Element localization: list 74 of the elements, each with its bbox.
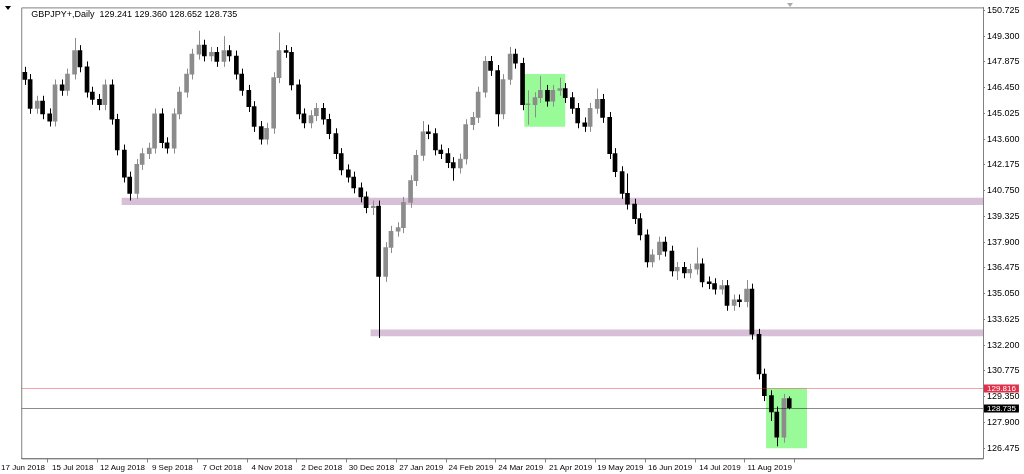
y-tick-label: 126.475 [987, 443, 1020, 454]
candlestick [234, 50, 239, 80]
x-tick-label: 12 Aug 2018 [100, 463, 146, 473]
candlestick [650, 248, 655, 268]
y-tick-label: 136.475 [987, 262, 1020, 273]
candlestick [550, 84, 556, 108]
candlestick [594, 88, 600, 115]
x-tick-label: 11 Aug 2019 [747, 463, 793, 473]
x-tick-label: 16 Jun 2019 [648, 463, 693, 473]
y-tick-label: 135.050 [987, 288, 1020, 299]
x-tick-label: 9 Sep 2018 [151, 463, 194, 473]
candlestick [433, 127, 438, 156]
candlestick [513, 48, 518, 70]
candlestick [90, 86, 95, 106]
candlestick [40, 95, 45, 120]
ref-line-label: 128.735 [987, 403, 1017, 413]
x-tick-label: 4 Nov 2018 [251, 463, 293, 473]
candlestick [264, 122, 269, 146]
y-tick-label: 137.900 [987, 236, 1020, 247]
candlestick [239, 68, 245, 97]
candlestick [202, 39, 207, 62]
x-tick-label: 24 Feb 2019 [448, 463, 495, 473]
y-tick-label: 143.600 [987, 133, 1020, 144]
y-tick-label: 142.175 [987, 159, 1020, 170]
y-tick-label: 145.025 [987, 107, 1020, 118]
x-tick-label: 30 Dec 2018 [348, 463, 395, 473]
x-tick-label: 14 Jul 2019 [699, 463, 742, 473]
candlestick [744, 279, 749, 308]
candlestick [214, 46, 220, 68]
candlestick [102, 79, 108, 111]
candlestick [562, 82, 568, 104]
x-tick-label: 21 Apr 2019 [548, 463, 593, 473]
candlestick [674, 261, 680, 281]
candlestick [769, 389, 774, 422]
x-tick-label: 17 Jun 2018 [1, 463, 46, 473]
candlestick [488, 55, 493, 77]
candlestick [525, 89, 531, 126]
y-tick-label: 140.750 [987, 185, 1020, 196]
x-tick-label: 2 Dec 2018 [301, 463, 343, 473]
candlestick [657, 236, 662, 261]
candlestick [47, 107, 53, 127]
candlestick [351, 171, 357, 194]
y-tick-label: 149.300 [987, 30, 1020, 41]
x-tick-label: 19 May 2019 [597, 463, 645, 473]
y-tick-label: 150.725 [987, 4, 1020, 15]
candlestick [557, 77, 563, 97]
y-tick-label: 127.900 [987, 417, 1020, 428]
x-tick-label: 15 Jul 2018 [52, 463, 95, 473]
x-tick-label: 27 Jan 2019 [399, 463, 444, 473]
candlestick [762, 368, 767, 402]
x-tick-label: 24 Mar 2019 [498, 463, 544, 473]
candlestick [545, 84, 550, 108]
candlestick [346, 163, 351, 183]
candlestick [184, 68, 189, 99]
candlestick [458, 153, 463, 174]
candlestick [65, 68, 70, 97]
candlestick [694, 247, 700, 276]
y-tick-label: 129.350 [987, 391, 1020, 402]
x-tick-label: 7 Oct 2018 [202, 463, 243, 473]
candlestick [600, 93, 605, 124]
y-tick-label: 130.775 [987, 365, 1020, 376]
candlestick [358, 181, 364, 203]
candlestick [127, 171, 133, 202]
candlestick [450, 156, 456, 182]
y-tick-label: 139.325 [987, 210, 1020, 221]
y-tick-label: 132.200 [987, 339, 1020, 350]
candlestick [662, 236, 668, 258]
candlestick [34, 95, 40, 115]
candlestick [258, 120, 264, 146]
ref-line-label: 129.816 [987, 383, 1017, 393]
y-tick-label: 147.875 [987, 56, 1020, 67]
y-tick-label: 146.450 [987, 82, 1020, 93]
chart-title: GBPJPY+,Daily 129.241 129.360 128.652 128.735 [31, 8, 238, 19]
y-tick-label: 133.625 [987, 313, 1020, 324]
